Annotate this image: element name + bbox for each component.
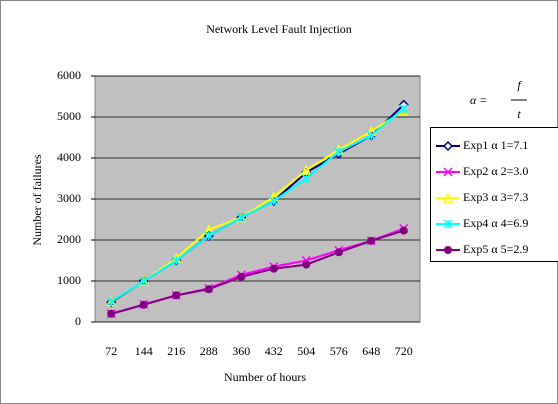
y-tick-label: 0 [75, 314, 81, 328]
legend-label: Exp5 α 5=2.9 [463, 242, 528, 256]
x-tick-label: 504 [297, 344, 315, 358]
point [366, 130, 376, 140]
point [237, 272, 246, 281]
legend-marker [444, 246, 452, 254]
point [399, 226, 408, 235]
y-tick-label: 4000 [57, 150, 81, 164]
point [204, 285, 213, 294]
point [236, 212, 246, 222]
point [301, 164, 312, 176]
point [139, 276, 149, 286]
x-tick-label: 432 [265, 344, 283, 358]
legend-box [430, 127, 558, 262]
legend-label: Exp1 α 1=7.1 [463, 138, 528, 152]
x-axis-label: Number of hours [224, 370, 306, 384]
formula-numerator: f [517, 78, 522, 92]
legend-marker [443, 219, 453, 229]
x-tick-label: 576 [330, 344, 348, 358]
x-tick-label: 72 [105, 344, 117, 358]
point [334, 147, 344, 157]
point [367, 236, 376, 245]
point [204, 231, 214, 241]
point [171, 255, 181, 266]
point [269, 196, 279, 206]
series-line [110, 108, 405, 303]
y-tick-label: 5000 [57, 109, 81, 123]
point [334, 248, 343, 257]
point [172, 291, 181, 300]
point [301, 173, 311, 184]
y-tick-label: 1000 [57, 273, 81, 287]
x-tick-label: 360 [232, 344, 250, 358]
x-tick-label: 216 [167, 344, 185, 358]
formula-denominator: t [517, 107, 521, 121]
legend-label: Exp4 α 4=6.9 [463, 216, 528, 230]
x-tick-label: 288 [200, 344, 218, 358]
point [106, 296, 116, 307]
legend-marker [442, 140, 454, 152]
point [302, 260, 311, 269]
chart-title: Network Level Fault Injection [206, 22, 352, 36]
legend-label: Exp2 α 2=3.0 [463, 164, 528, 178]
formula-lhs: α = [470, 93, 487, 107]
legend-marker [442, 192, 454, 203]
y-tick-label: 6000 [57, 68, 81, 82]
x-tick-label: 720 [395, 344, 413, 358]
legend-marker [443, 167, 453, 177]
point [399, 104, 409, 114]
y-tick-label: 3000 [57, 191, 81, 205]
legend-label: Exp3 α 3=7.3 [463, 190, 528, 204]
x-tick-label: 648 [362, 344, 380, 358]
point [269, 264, 278, 273]
point [107, 309, 116, 318]
series-line [110, 229, 405, 315]
y-axis-label: Number of failures [30, 154, 44, 246]
y-tick-label: 2000 [57, 232, 81, 246]
x-tick-label: 144 [135, 344, 153, 358]
point [139, 300, 148, 309]
